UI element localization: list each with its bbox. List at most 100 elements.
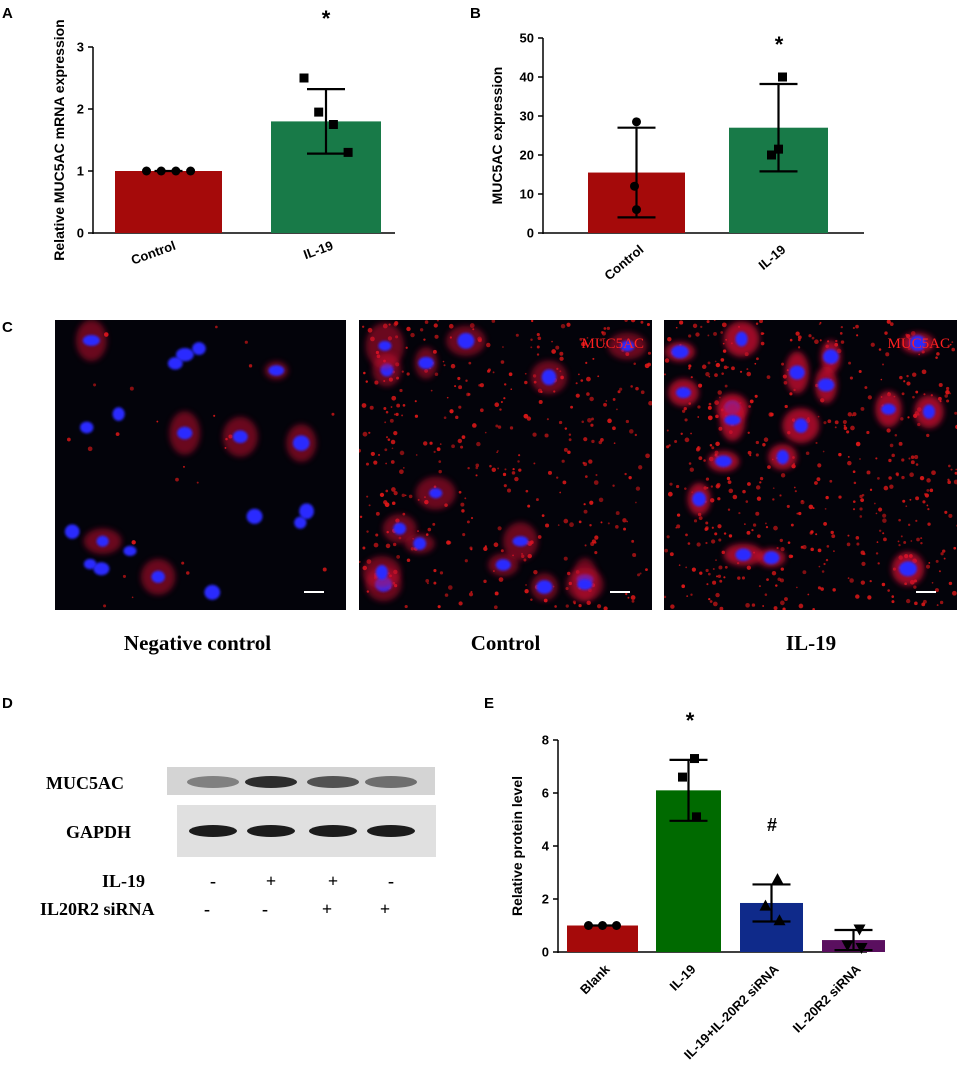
stain-speck xyxy=(812,608,815,610)
stain-speck xyxy=(486,342,491,348)
stain-speck xyxy=(361,325,365,328)
stain-speck xyxy=(715,559,717,562)
cell-nucleus xyxy=(80,421,94,434)
stain-speck xyxy=(458,405,462,409)
stain-speck xyxy=(362,546,366,550)
stain-speck xyxy=(156,420,159,423)
stain-speck xyxy=(375,533,379,537)
stain-speck xyxy=(847,412,852,417)
stain-speck xyxy=(707,334,710,337)
stain-speck xyxy=(393,431,398,436)
stain-speck xyxy=(583,503,586,506)
stain-speck xyxy=(877,476,880,480)
stain-speck xyxy=(800,545,804,549)
stain-speck xyxy=(719,396,721,399)
stain-speck xyxy=(817,463,822,468)
stain-speck xyxy=(433,323,438,328)
stain-speck xyxy=(515,333,519,337)
stain-speck xyxy=(599,338,603,342)
stain-speck xyxy=(757,534,761,539)
stain-speck xyxy=(427,582,429,585)
stain-speck xyxy=(545,523,550,528)
stain-speck xyxy=(698,456,703,461)
stain-speck xyxy=(496,451,498,454)
stain-speck xyxy=(484,431,487,434)
stain-speck xyxy=(780,600,785,606)
stain-speck xyxy=(475,466,479,470)
stain-speck xyxy=(946,386,950,391)
category-label: Control xyxy=(129,238,178,268)
stain-speck xyxy=(383,407,387,411)
stain-speck xyxy=(601,331,606,336)
stain-speck xyxy=(500,360,505,364)
stain-speck xyxy=(518,468,522,472)
stain-speck xyxy=(359,515,363,519)
stain-speck xyxy=(688,364,692,368)
stain-speck xyxy=(805,451,810,456)
stain-speck xyxy=(395,412,399,416)
stain-speck xyxy=(754,362,757,365)
stain-speck xyxy=(676,513,681,517)
stain-speck xyxy=(820,587,824,591)
stain-speck xyxy=(500,549,504,553)
cell-nucleus xyxy=(175,347,194,362)
stain-speck xyxy=(630,320,636,323)
stain-speck xyxy=(454,385,457,388)
stain-speck xyxy=(901,392,905,396)
stain-speck xyxy=(489,464,492,468)
stain-speck xyxy=(682,409,686,413)
stain-speck xyxy=(565,604,569,608)
stain-speck xyxy=(536,353,540,356)
stain-speck xyxy=(430,389,433,392)
stain-speck xyxy=(849,578,854,583)
stain-speck xyxy=(594,535,599,540)
stain-speck xyxy=(919,475,925,481)
stain-speck xyxy=(484,545,487,548)
stain-speck xyxy=(129,386,134,391)
y-tick-label: 0 xyxy=(542,945,549,960)
stain-speck xyxy=(756,496,762,501)
stain-speck xyxy=(648,400,652,406)
stain-speck xyxy=(915,496,920,501)
cell-nucleus xyxy=(881,403,896,415)
stain-speck xyxy=(630,385,633,388)
micrograph-caption: IL-19 xyxy=(786,631,836,655)
stain-speck xyxy=(605,400,608,402)
band-muc5ac xyxy=(245,776,297,788)
y-tick-label: 0 xyxy=(527,226,534,241)
stain-speck xyxy=(584,544,587,547)
stain-speck xyxy=(681,584,686,589)
stain-speck xyxy=(530,320,534,323)
stain-speck xyxy=(866,470,871,475)
stain-speck xyxy=(695,332,700,337)
stain-speck xyxy=(635,501,637,504)
stain-speck xyxy=(616,408,618,411)
stain-speck xyxy=(525,584,527,586)
stain-speck xyxy=(448,323,454,329)
stain-speck xyxy=(780,473,786,478)
stain-speck xyxy=(739,370,743,373)
stain-speck xyxy=(695,447,700,452)
stain-speck xyxy=(391,501,396,506)
band-muc5ac xyxy=(365,776,417,788)
stain-speck xyxy=(909,498,912,501)
stain-speck xyxy=(949,392,952,395)
data-point xyxy=(186,166,196,176)
cell-nucleus xyxy=(204,584,221,600)
cell-nucleus xyxy=(817,378,835,392)
stain-speck xyxy=(630,595,636,600)
stain-speck xyxy=(491,467,497,473)
stain-speck xyxy=(438,469,442,474)
stain-speck xyxy=(567,450,571,455)
stain-speck xyxy=(947,344,950,348)
stain-speck xyxy=(768,412,774,417)
stain-speck xyxy=(861,561,866,566)
stain-speck xyxy=(563,518,569,524)
stain-speck xyxy=(461,509,465,513)
stain-speck xyxy=(392,542,397,547)
stain-speck xyxy=(569,522,574,528)
stain-speck xyxy=(882,518,887,523)
stain-speck xyxy=(746,371,752,377)
condition-label: IL20R2 siRNA xyxy=(40,899,155,919)
